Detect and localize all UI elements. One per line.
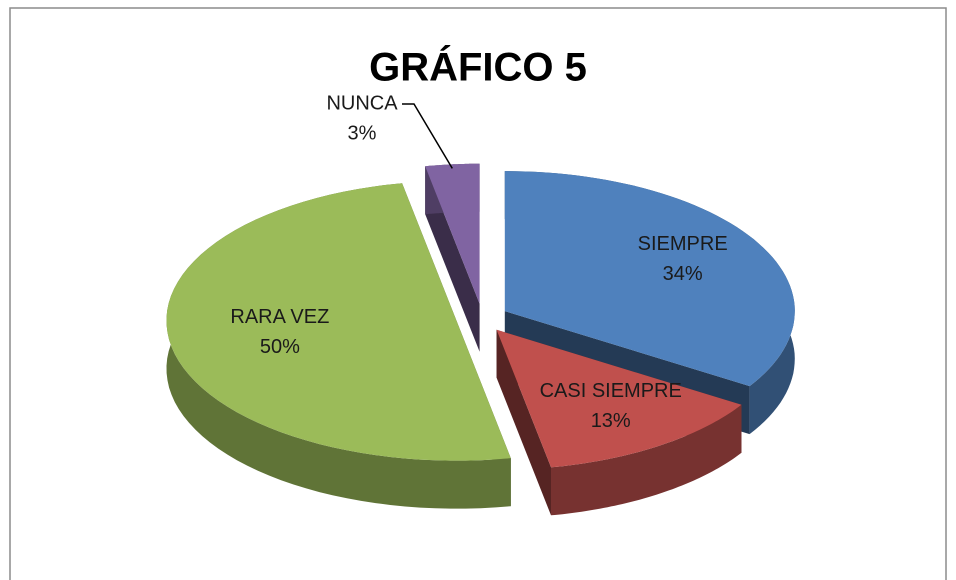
slice-top: [425, 163, 480, 304]
data-label-value: 34%: [663, 263, 703, 285]
data-label-value: 13%: [591, 410, 631, 432]
slice-top: [496, 329, 742, 468]
pie-slice: [425, 163, 480, 352]
slice-rim: [551, 404, 742, 516]
pie-slice: [166, 183, 511, 509]
data-label-name: SIEMPRE: [638, 233, 728, 255]
data-label-name: RARA VEZ: [230, 306, 329, 328]
data-label-name: NUNCA: [326, 92, 398, 114]
data-label-value: 50%: [260, 336, 300, 358]
data-label-name: CASI SIEMPRE: [540, 380, 682, 402]
pie-slice: [496, 329, 742, 516]
data-label-value: 3%: [348, 122, 377, 144]
slice-wall: [496, 329, 551, 516]
slice-top: [166, 183, 511, 461]
leader-line: [402, 103, 453, 169]
chart-title: GRÁFICO 5: [369, 45, 587, 90]
slice-top: [504, 171, 795, 387]
